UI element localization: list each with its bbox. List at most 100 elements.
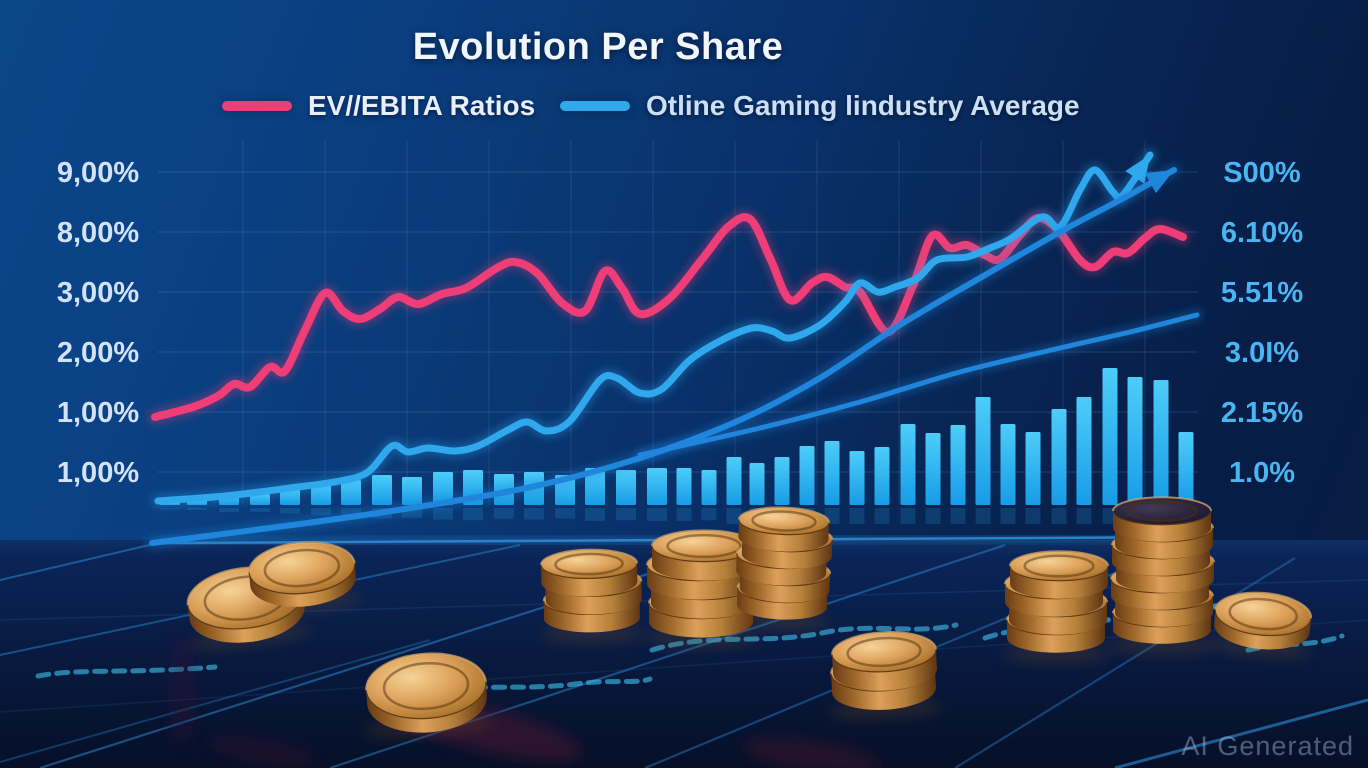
bar	[925, 433, 941, 505]
coin-stack	[644, 529, 758, 648]
legend-swatch-blue	[560, 101, 630, 111]
coin-emboss-ring	[263, 548, 341, 588]
coin-stack	[828, 631, 942, 719]
y-axis-left-label-0: 9,00%	[57, 157, 139, 189]
bar	[1127, 377, 1143, 505]
coin-stack	[1109, 496, 1215, 655]
coin-rim-highlight	[737, 506, 830, 523]
bar	[824, 441, 840, 505]
bar	[676, 468, 692, 505]
y-axis-left-label-5: 1,00%	[57, 457, 139, 489]
line-series	[145, 148, 1203, 550]
bar-reflection	[555, 508, 575, 519]
y-axis-left-label-3: 2,00%	[57, 337, 139, 369]
legend-item-ev-ebita: EV//EBITA Ratios	[222, 88, 535, 124]
bar-reflection	[494, 508, 514, 519]
bar	[1102, 368, 1118, 505]
bar	[774, 457, 790, 505]
bar-reflection	[1076, 508, 1092, 524]
y-axis-right-label-1: 6.10%	[1221, 217, 1303, 249]
bar	[1051, 409, 1067, 505]
y-axis-left-label-1: 8,00%	[57, 217, 139, 249]
floor-line	[0, 639, 431, 763]
bar	[874, 447, 890, 505]
legend-swatch-pink	[222, 101, 292, 111]
bar	[849, 451, 865, 505]
bar	[1000, 424, 1016, 505]
coin-emboss-ring	[1228, 597, 1298, 631]
industry-average-arrowhead-icon	[1125, 155, 1150, 184]
coin-rim-highlight	[1009, 550, 1109, 567]
y-axis-left-label-2: 3,00%	[57, 277, 139, 309]
coin-rim-highlight	[831, 631, 937, 655]
axis-labels: 9,00% 8,00% 3,00% 2,00% 1,00% 1,00% S00% 6.10% 5…	[57, 157, 1303, 489]
bar-reflection	[925, 508, 941, 524]
bar-reflection	[874, 508, 890, 524]
ai-generated-watermark: AI Generated	[1181, 731, 1354, 761]
bar	[1153, 380, 1169, 505]
bar	[701, 470, 717, 505]
coin-emboss-ring	[751, 510, 817, 532]
coin-emboss-ring	[1126, 500, 1198, 522]
bar-reflection	[701, 508, 717, 521]
bar	[749, 463, 765, 505]
coin-stack	[247, 541, 362, 614]
legend-label-industry-average: Otline Gaming lindustry Average	[646, 90, 1080, 121]
bar-reflection	[280, 508, 300, 514]
lower-trend-line-line	[637, 312, 1200, 458]
bar-reflection	[950, 508, 966, 524]
gold-coins	[186, 496, 1313, 737]
coin-rim-highlight	[1112, 496, 1212, 512]
bar-reflection	[433, 508, 453, 520]
bar-reflection	[187, 508, 207, 510]
bar-reflection	[311, 508, 331, 516]
coin-stack	[1003, 550, 1109, 663]
bar	[1178, 432, 1194, 505]
bar-reflection	[647, 508, 667, 521]
coin-rim-highlight	[365, 652, 487, 691]
coin-rim-highlight	[540, 548, 639, 566]
page-title: Evolution Per Share	[412, 26, 784, 68]
coin-emboss-ring	[1023, 554, 1095, 578]
bar-reflection	[1000, 508, 1016, 524]
bar	[900, 424, 916, 505]
floor-line	[1114, 698, 1368, 768]
coin-stack	[732, 506, 834, 631]
bar-reflection	[160, 508, 180, 509]
y-axis-right-label-5: 1.0%	[1229, 457, 1295, 489]
coin-stack	[540, 548, 645, 643]
bar-reflection	[1051, 508, 1067, 524]
bar-reflection	[463, 508, 483, 521]
bar-reflection	[616, 508, 636, 521]
bar	[726, 457, 742, 505]
bar	[616, 470, 636, 505]
pink-line-reflection	[168, 635, 196, 745]
coin-emboss-ring	[666, 533, 742, 559]
coin-stack	[364, 652, 494, 737]
floor-line	[0, 542, 159, 581]
bar	[1025, 432, 1041, 505]
y-axis-right-label-2: 5.51%	[1221, 277, 1303, 309]
bar	[1076, 397, 1092, 505]
y-axis-right-label-0: S00%	[1223, 157, 1301, 189]
bar	[647, 468, 667, 505]
trend-line-arrowhead-icon	[1144, 170, 1174, 194]
trend-line-line	[149, 167, 1177, 546]
bar	[372, 475, 392, 505]
bar	[975, 397, 991, 505]
coin-stack	[1208, 591, 1313, 658]
legend: EV//EBITA Ratios Otline Gaming lindustry…	[0, 88, 1368, 124]
coin-emboss-ring	[382, 661, 470, 711]
floor-line	[954, 557, 1296, 768]
pink-line-reflection	[742, 738, 882, 768]
bar-reflection	[524, 508, 544, 520]
bar	[950, 425, 966, 505]
industry-average-line	[154, 151, 1154, 505]
coin-rim-highlight	[1214, 591, 1313, 619]
coin-rim-highlight	[248, 541, 356, 573]
bar-reflection	[975, 508, 991, 524]
bar-reflection	[849, 508, 865, 524]
pink-line-reflection	[207, 736, 317, 768]
